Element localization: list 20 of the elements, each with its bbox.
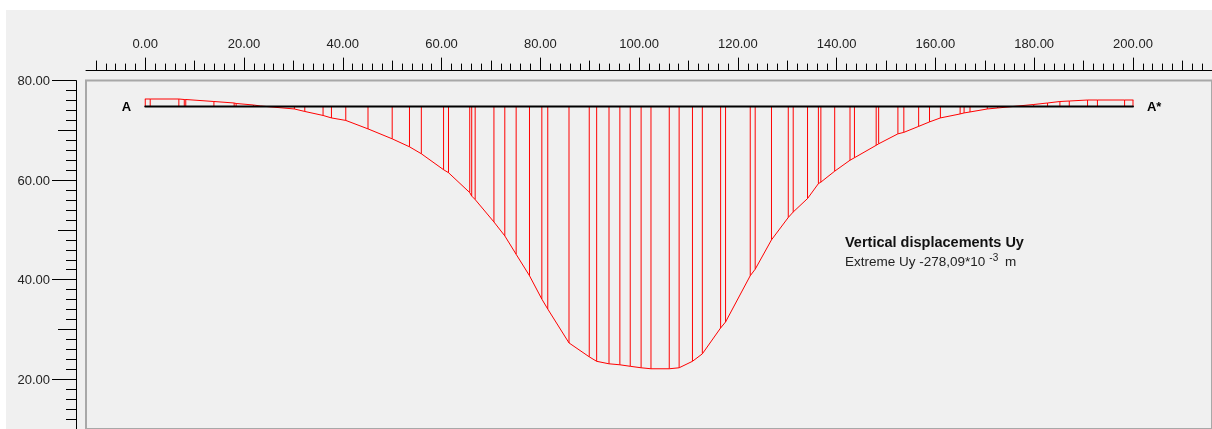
x-tick-label: 80.00 bbox=[524, 35, 557, 51]
annotation: A* bbox=[1146, 98, 1163, 114]
annotation: A bbox=[121, 98, 132, 114]
x-tick-label: 180.00 bbox=[1014, 35, 1055, 51]
x-tick-label: 0.00 bbox=[132, 35, 158, 51]
x-tick-label: 120.00 bbox=[718, 35, 758, 51]
text: Extreme Uy -278,09*10-3 m bbox=[845, 251, 1017, 269]
line-series bbox=[144, 98, 1134, 370]
x-tick-label: 40.00 bbox=[326, 35, 360, 51]
y-tick-label: 60.00 bbox=[17, 172, 50, 188]
x-tick-label: 60.00 bbox=[425, 35, 458, 51]
x-tick-label: 100.00 bbox=[619, 35, 660, 51]
x-tick-label: 160.00 bbox=[915, 35, 956, 51]
x-tick-label: 140.00 bbox=[816, 35, 857, 51]
y-tick-label: 40.00 bbox=[17, 272, 50, 288]
x-tick-label: 20.00 bbox=[227, 35, 261, 51]
x-tick-label: 200.00 bbox=[1113, 35, 1153, 51]
y-tick-label: 20.00 bbox=[17, 371, 50, 387]
y-tick-label: 80.00 bbox=[17, 73, 50, 89]
text: Vertical displacements Uy bbox=[845, 233, 1024, 250]
